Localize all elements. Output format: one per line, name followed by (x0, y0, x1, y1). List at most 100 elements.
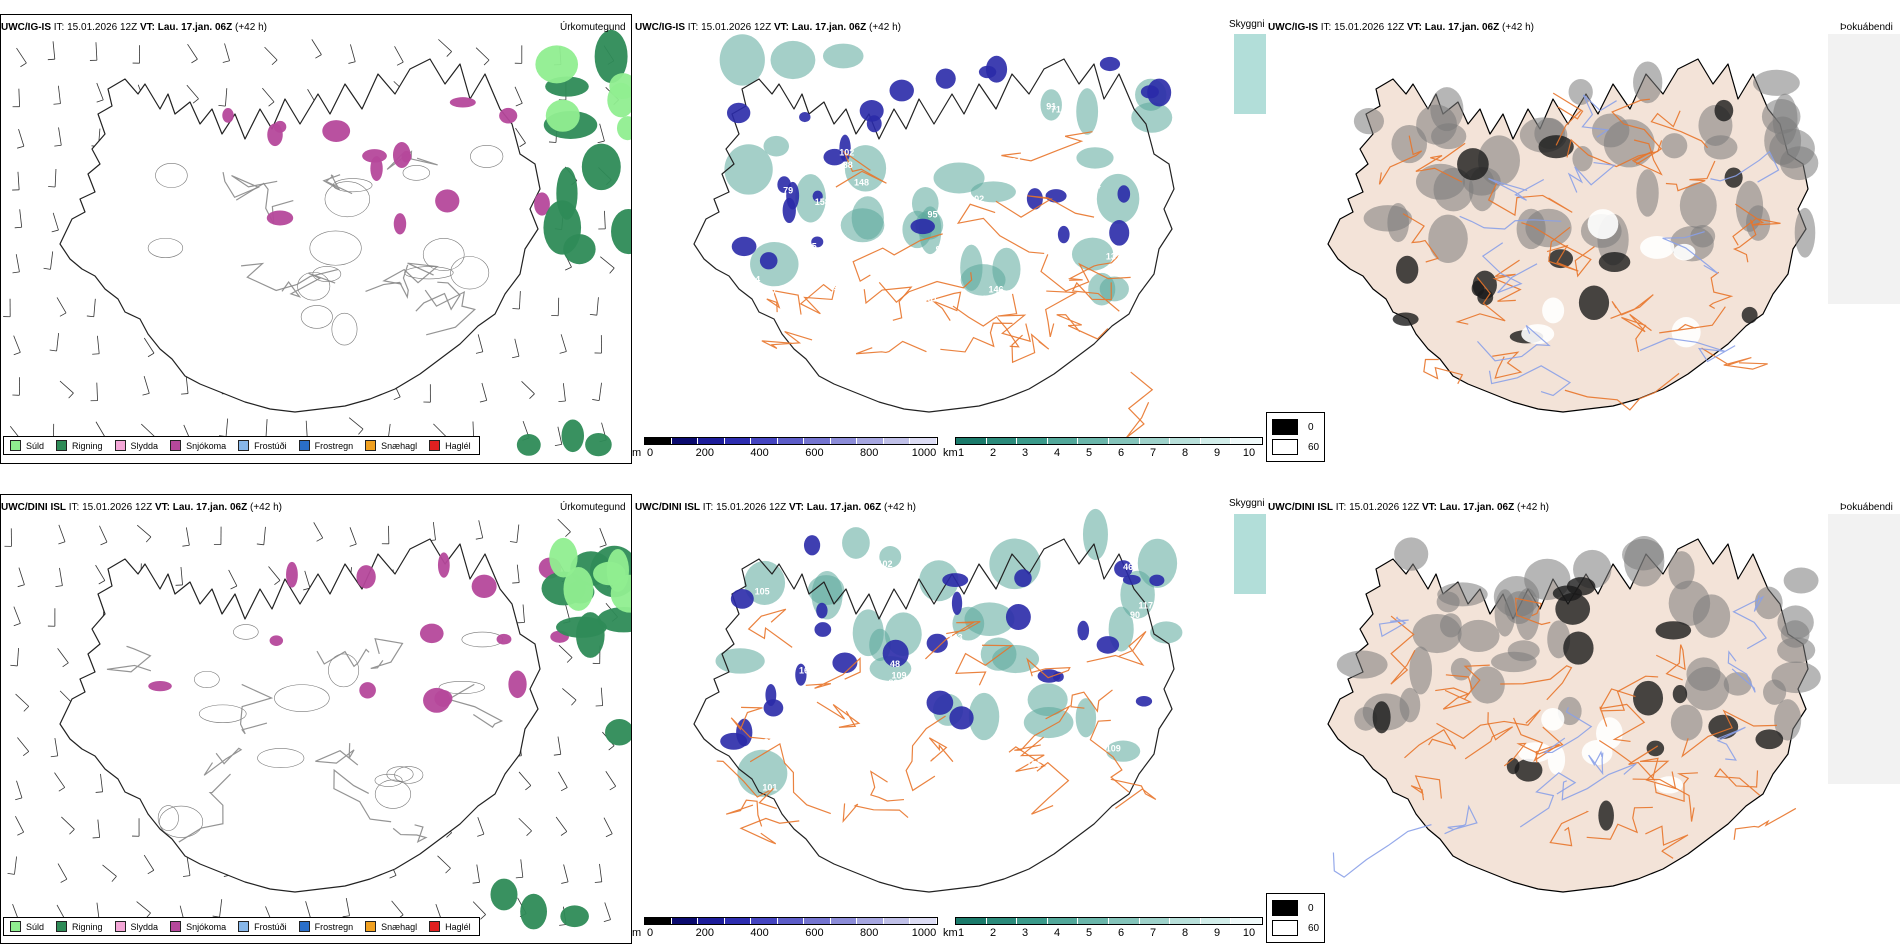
colorbar-tick-label: 800 (860, 447, 879, 459)
legend-item: Snæhagl (365, 921, 417, 932)
colorbar-segment (1108, 918, 1140, 924)
cloud-base-value: 102 (797, 138, 812, 148)
legend-item: Frostregn (298, 921, 354, 932)
legend-swatch (170, 440, 182, 451)
legend-item: Snæhagl (365, 440, 417, 451)
colorbar-segment (1017, 918, 1048, 924)
legend-label: Snæhagl (381, 921, 418, 932)
colorbar-tick-label: 2 (989, 447, 997, 459)
legend-swatch (238, 440, 250, 451)
model-name: UWC/DINI ISL (1268, 502, 1333, 513)
cloud-base-value: 88 (843, 160, 853, 170)
legend-label: Snjókoma (186, 921, 227, 932)
colorbar-tick-label: 10 (1242, 447, 1256, 459)
colorbar-segment (1231, 918, 1262, 924)
cloud-base-value: 101 (762, 783, 777, 793)
legend-label: Rigning (72, 921, 103, 932)
legend-item: Haglél (429, 440, 471, 451)
colorbar-tick-label: 9 (1213, 447, 1221, 459)
fog-panel-row1 (1268, 14, 1900, 464)
cloud-base-value: 90 (936, 245, 946, 255)
cloud-base-value: 105 (802, 242, 817, 252)
it-value: 15.01.2026 12Z (701, 22, 772, 33)
colorbar-segment (1047, 918, 1079, 924)
cloud-base-colorbar-row1: m 0 200 400 600 800 1000 (632, 437, 940, 467)
legend-swatch (429, 921, 441, 932)
colorbar-tick-label: 0 (646, 447, 654, 459)
legend-item: Slydda (114, 440, 158, 451)
vt-value: Lau. 17.jan. 06Z (1424, 22, 1500, 33)
cloud-base-value: 88 (757, 225, 767, 235)
legend-label: Frostúði (254, 921, 287, 932)
legend-label: Frostregn (314, 921, 354, 932)
colorbar-tick-label: 1 (957, 927, 965, 939)
vt-label: VT: (1421, 502, 1437, 513)
colorbar-tick-label: 2 (989, 927, 997, 939)
cloud-base-value: 108 (855, 132, 870, 142)
cloud-base-value: 109 (1106, 743, 1121, 753)
lead-time: (+42 h) (250, 502, 282, 513)
lead-time: (+42 h) (869, 22, 901, 33)
cloud-base-value: 20 (930, 157, 940, 167)
fog-swatch (1272, 439, 1298, 455)
cloud-base-value: 108 (838, 762, 853, 772)
colorbar-tick-label: 5 (1085, 927, 1093, 939)
colorbar-segment (751, 438, 778, 444)
cloud-base-value: 102 (969, 194, 984, 204)
legend-item: Slydda (114, 921, 159, 932)
cloud-base-value: 82 (1022, 125, 1032, 135)
panel-title-cloud-row2: UWC/DINI ISL IT: 15.01.2026 12Z VT: Lau.… (635, 502, 916, 513)
colorbar-tick-label: 6 (1117, 447, 1125, 459)
colorbar-tick-label: 8 (1181, 447, 1189, 459)
colorbar-segment (751, 918, 778, 924)
vt-label: VT: (773, 22, 789, 33)
cloud-base-value: 105 (948, 744, 963, 754)
colorbar-unit: m (632, 927, 642, 939)
cloud-base-value: 130 (1091, 786, 1106, 796)
it-value: 15.01.2026 12Z (67, 22, 138, 33)
colorbar-segment (1170, 438, 1201, 444)
colorbar-tick-label: 3 (1021, 447, 1029, 459)
colorbar-segment (698, 918, 725, 924)
cloud-base-value: 66 (1020, 103, 1030, 113)
model-name: UWC/DINI ISL (1, 502, 66, 513)
legend-item: Frostúði (238, 440, 287, 451)
iceland-outline (59, 58, 541, 413)
model-name: UWC/IG-IS (1, 22, 51, 33)
legend-item: Rigning (56, 921, 103, 932)
cloud-base-value: 144 (985, 759, 1000, 769)
colorbar-segment (857, 438, 884, 444)
fog-swatch (1272, 419, 1298, 435)
colorbar-segment (1170, 918, 1201, 924)
vt-value: Lau. 17.jan. 06Z (1439, 502, 1515, 513)
legend-swatch (298, 921, 310, 932)
cloud-base-value: 117 (1138, 600, 1153, 610)
fog-legend-row1: 0 60 (1266, 412, 1326, 462)
precip-type-panel-row2: Súld Rigning Slydda Snjókoma Frostúði Frostre… (0, 494, 632, 944)
cloud-base-value: 130 (793, 708, 808, 718)
cloud-base-value: 81 (928, 293, 938, 303)
precip-type-map-row1 (3, 29, 632, 457)
vt-value: Lau. 17.jan. 06Z (172, 502, 248, 513)
colorbar-unit: km (943, 447, 958, 459)
cloud-base-value: 466 (1123, 562, 1138, 572)
colorbar-segment (1108, 438, 1140, 444)
cloud-base-value: 158 (815, 197, 830, 207)
panel-label-cloud-row1: Skyggni (1229, 19, 1265, 30)
colorbar-segment (724, 918, 752, 924)
legend-label: Súld (26, 921, 45, 932)
it-value: 15.01.2026 12Z (1334, 22, 1405, 33)
cloud-base-value: 88 (888, 678, 898, 688)
colorbar-segment (1047, 438, 1079, 444)
it-value: 15.01.2026 12Z (1349, 502, 1420, 513)
colorbar-segment (804, 438, 831, 444)
cloud-base-value: 135 (853, 565, 868, 575)
cloud-base-value: 148 (854, 178, 869, 188)
legend-label: Slydda (130, 921, 159, 932)
fog-value: 60 (1308, 922, 1320, 934)
cloud-base-value: 76 (1129, 266, 1139, 276)
colorbar-segment (1017, 438, 1048, 444)
colorbar-tick-label: 7 (1149, 927, 1157, 939)
fog-panel-row2 (1268, 494, 1900, 944)
legend-swatch (10, 440, 21, 451)
